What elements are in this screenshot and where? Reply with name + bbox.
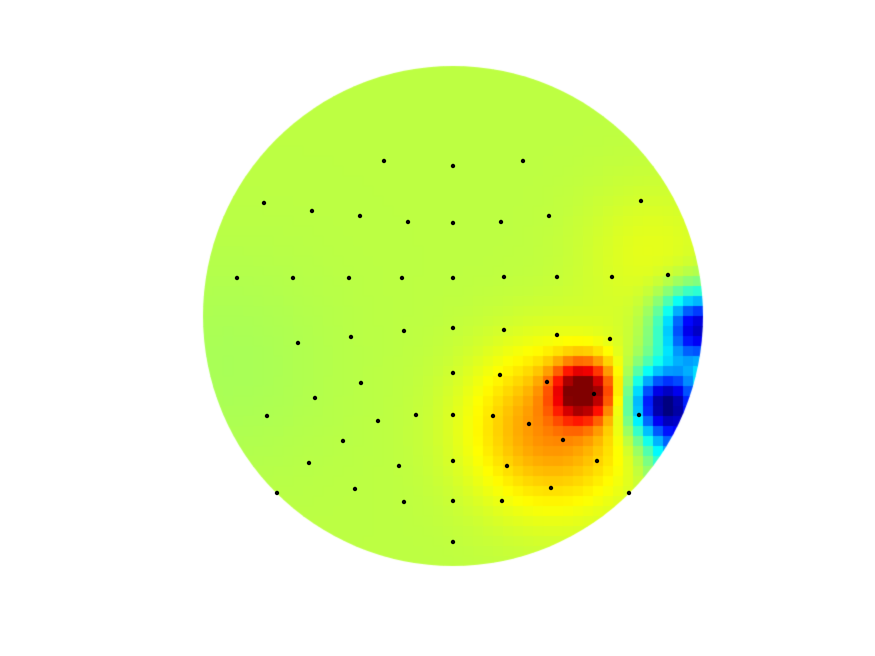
electrode-point	[636, 412, 642, 418]
electrode-point	[375, 418, 381, 424]
electrode-point	[504, 463, 510, 469]
electrode-point	[358, 380, 364, 386]
electrode-point	[450, 220, 456, 226]
electrode-point	[295, 340, 301, 346]
electrode-point	[346, 275, 352, 281]
electrode-point	[544, 379, 550, 385]
electrode-point	[450, 498, 456, 504]
electrode-point	[594, 458, 600, 464]
electrode-point	[450, 370, 456, 376]
electrode-point	[554, 332, 560, 338]
electrode-point	[312, 395, 318, 401]
electrode-point	[234, 275, 240, 281]
electrode-point	[401, 499, 407, 505]
electrode-point	[340, 438, 346, 444]
electrode-point	[405, 219, 411, 225]
electrode-point	[401, 328, 407, 334]
electrode-point	[548, 485, 554, 491]
electrode-point	[501, 327, 507, 333]
electrode-point	[450, 539, 456, 545]
electrode-point	[546, 213, 552, 219]
electrode-point	[352, 486, 358, 492]
electrode-point	[497, 372, 503, 378]
electrode-point	[348, 334, 354, 340]
electrode-point	[626, 490, 632, 496]
electrode-point	[526, 421, 532, 427]
electrode-point	[607, 336, 613, 342]
electrode-point	[309, 208, 315, 214]
electrode-point	[638, 198, 644, 204]
electrode-point	[499, 498, 505, 504]
electrode-point	[290, 275, 296, 281]
electrode-point	[381, 158, 387, 164]
electrode-point	[306, 460, 312, 466]
electrode-point	[264, 413, 270, 419]
electrode-point	[450, 163, 456, 169]
electrode-point	[501, 274, 507, 280]
electrode-point	[413, 412, 419, 418]
electrode-point	[450, 275, 456, 281]
electrode-point	[490, 413, 496, 419]
electrode-point	[357, 213, 363, 219]
electrode-point	[554, 274, 560, 280]
electrode-point	[450, 325, 456, 331]
electrode-point	[498, 219, 504, 225]
electrode-point	[396, 463, 402, 469]
electrode-point	[665, 272, 671, 278]
electrode-point	[591, 391, 597, 397]
electrode-point	[609, 274, 615, 280]
electrode-point	[560, 437, 566, 443]
electrode-point	[520, 158, 526, 164]
electrode-point	[450, 412, 456, 418]
electrode-point	[450, 458, 456, 464]
electrode-point	[399, 275, 405, 281]
electrode-point	[274, 490, 280, 496]
electrode-point	[261, 200, 267, 206]
